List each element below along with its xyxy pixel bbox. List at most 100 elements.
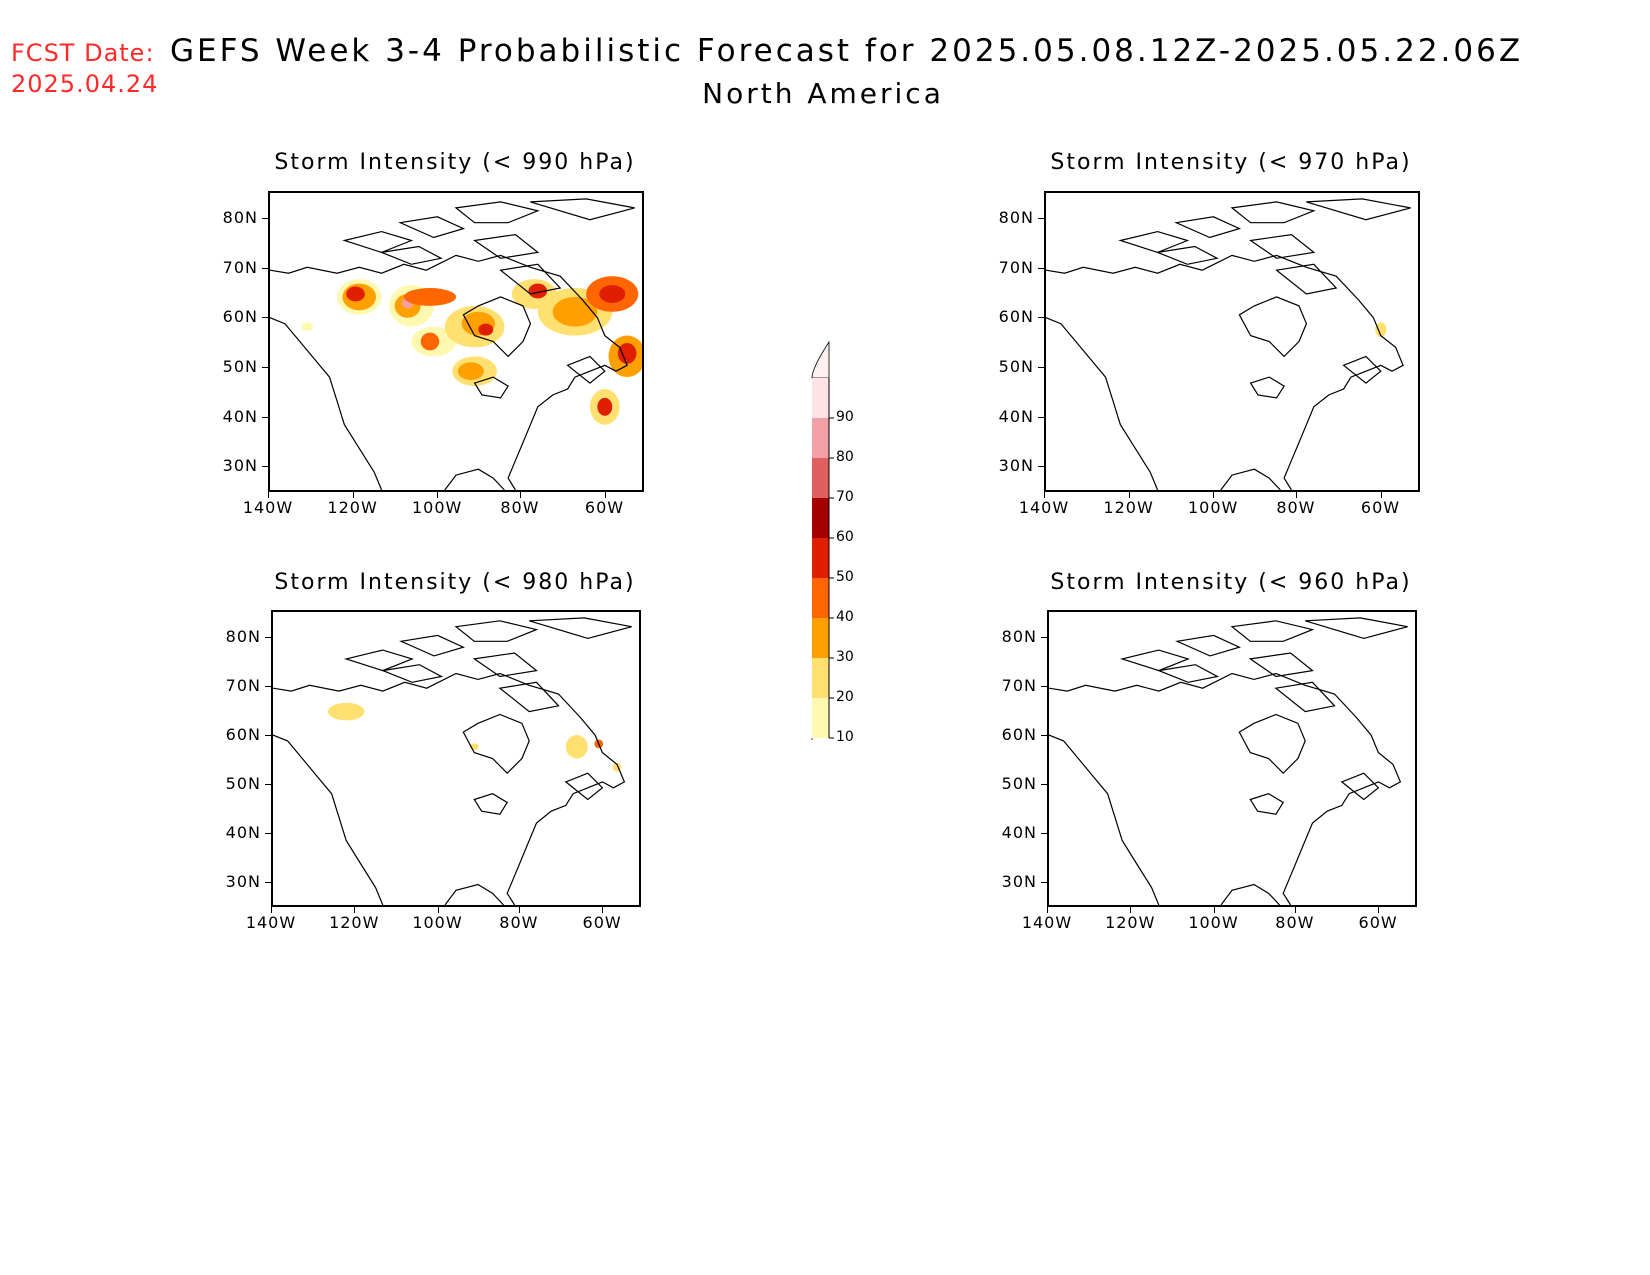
coastline (1174, 216, 1242, 239)
lon-tick-label: 80W (1275, 913, 1315, 932)
coastline (472, 233, 540, 259)
colorbar-swatch (812, 538, 829, 578)
lon-tick-mark (437, 907, 439, 913)
map-canvas (273, 617, 632, 905)
colorbar-swatch (812, 578, 829, 618)
lon-tick-mark (1128, 492, 1130, 498)
lat-tick-mark (1038, 367, 1044, 369)
lon-tick-mark (1047, 907, 1048, 913)
colorbar-label: 70 (836, 489, 854, 505)
coastline (1275, 263, 1338, 295)
lat-tick-label: 80N (1001, 626, 1037, 646)
lat-tick-label: 70N (222, 257, 258, 277)
lat-tick-mark (1038, 317, 1044, 319)
lon-tick-label: 80W (499, 913, 539, 932)
lon-tick-mark (437, 492, 439, 498)
coastline (1156, 664, 1220, 683)
colorbar-label: 10 (836, 729, 854, 745)
colorbar-swatch (812, 418, 829, 458)
probability-shading (528, 283, 548, 299)
coastline (444, 883, 505, 905)
lat-tick-label: 70N (998, 257, 1034, 277)
lon-tick-label: 60W (584, 498, 625, 517)
lat-tick-label: 40N (1001, 822, 1037, 842)
lon-tick-mark (1213, 492, 1215, 498)
coastline (1049, 734, 1160, 905)
lon-tick-mark (1130, 907, 1132, 913)
lat-tick-mark (265, 734, 271, 736)
probability-shading (617, 342, 637, 364)
coastline (454, 620, 539, 642)
probability-shading (301, 322, 313, 332)
lon-tick-label: 100W (412, 913, 463, 932)
probability-shading (457, 362, 484, 381)
lat-tick-label: 80N (998, 208, 1034, 228)
coastline (530, 198, 635, 221)
lon-tick-label: 120W (329, 913, 380, 932)
coastline (1175, 634, 1241, 657)
coastline (1049, 672, 1402, 905)
lon-tick-label: 60W (1358, 913, 1398, 932)
lat-tick-label: 50N (998, 357, 1034, 377)
colorbar-swatch (812, 618, 829, 658)
lon-tick-label: 60W (1360, 498, 1401, 517)
coastline (1342, 355, 1382, 384)
lon-tick-mark (1213, 907, 1215, 913)
lon-tick-mark (1295, 492, 1297, 498)
lat-tick-mark (265, 881, 271, 883)
coastline (1274, 681, 1336, 713)
lat-tick-mark (265, 832, 271, 834)
lon-tick-label: 120W (327, 498, 378, 517)
coastline (1220, 468, 1281, 490)
lat-tick-label: 50N (1001, 773, 1037, 793)
lat-tick-mark (262, 367, 268, 369)
lon-tick-label: 140W (242, 498, 294, 517)
coastline (1249, 376, 1285, 399)
coastline (1238, 296, 1308, 358)
probability-shading (327, 702, 365, 721)
page-subtitle: North America (702, 77, 944, 110)
probability-shading (403, 288, 456, 306)
coastline (1306, 198, 1411, 221)
probability-shading (1375, 322, 1387, 338)
lon-tick-label: 140W (1018, 498, 1070, 517)
coastline (1340, 772, 1380, 801)
coastline (472, 652, 538, 678)
lat-tick-label: 60N (1001, 724, 1037, 744)
coastline (529, 617, 632, 640)
colorbar-top-arrow (811, 340, 830, 379)
lat-tick-label: 40N (222, 406, 258, 426)
lon-tick-label: 120W (1103, 498, 1154, 517)
coastline (473, 793, 509, 815)
colorbar-swatch (812, 658, 829, 698)
lon-tick-label: 120W (1105, 913, 1156, 932)
lat-tick-mark (265, 636, 271, 638)
coastline (1248, 652, 1314, 678)
lat-tick-mark (265, 685, 271, 687)
coastline (273, 734, 384, 905)
coastline (444, 468, 505, 490)
colorbar-label: 60 (836, 529, 854, 545)
coastline (398, 216, 466, 239)
lat-tick-mark (1041, 783, 1047, 785)
probability-shading (420, 332, 440, 351)
map-canvas (1049, 617, 1408, 905)
coastline (462, 713, 530, 775)
colorbar-swatch (812, 458, 829, 498)
lon-tick-mark (352, 492, 354, 498)
colorbar: 90 80 70 60 50 40 30 20 10 (800, 330, 860, 779)
probability-shading (478, 323, 494, 336)
coastline (1046, 317, 1159, 490)
lat-tick-mark (1041, 685, 1047, 687)
lon-tick-label: 60W (582, 913, 622, 932)
lon-tick-mark (354, 907, 356, 913)
map-panel-980 (271, 610, 641, 907)
panel-title-970: Storm Intensity (< 970 hPa) (1050, 150, 1412, 175)
colorbar-graphic (811, 340, 834, 779)
lat-tick-mark (1041, 636, 1047, 638)
probability-shading (346, 286, 365, 302)
lat-tick-label: 50N (225, 773, 261, 793)
lon-tick-label: 100W (1188, 498, 1239, 517)
coastline (270, 254, 628, 490)
coastline (343, 649, 414, 672)
